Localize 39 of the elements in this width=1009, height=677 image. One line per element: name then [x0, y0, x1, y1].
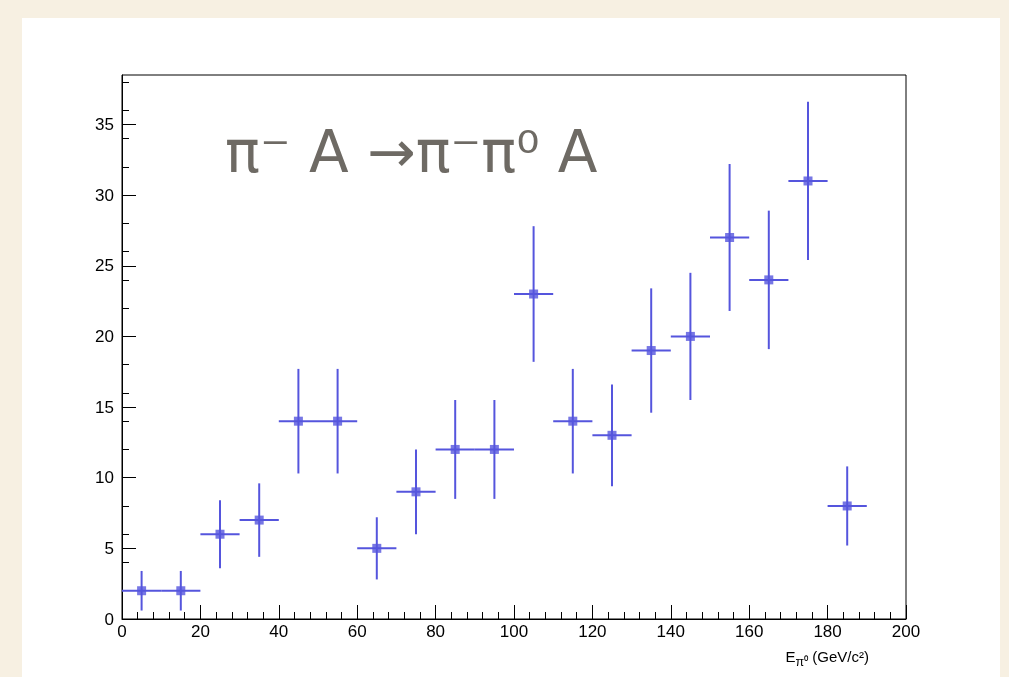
point	[764, 275, 774, 285]
x-tick-label: 40	[269, 622, 289, 641]
point	[646, 346, 656, 356]
text: π⁻ A →π⁻π⁰ A	[225, 118, 598, 186]
y-tick-label: 35	[95, 114, 114, 134]
x-tick-label: 160	[735, 622, 764, 641]
x-tick-label: 180	[813, 622, 842, 641]
y-tick-label: 5	[104, 538, 114, 558]
y-tick-label: 25	[95, 256, 114, 276]
point	[450, 444, 460, 454]
point	[803, 176, 813, 186]
point	[372, 543, 382, 553]
x-tick-label: 20	[190, 622, 210, 641]
point	[529, 289, 539, 299]
point	[333, 416, 343, 426]
point	[842, 501, 852, 511]
point	[411, 487, 421, 497]
y-tick-label: 15	[95, 397, 114, 417]
x-tick-label: 0	[117, 622, 127, 641]
point	[293, 416, 303, 426]
point	[176, 586, 186, 596]
x-tick-label: 80	[426, 622, 446, 641]
y-tick-label: 30	[95, 185, 114, 205]
x-tick-label: 200	[891, 622, 921, 641]
point	[489, 444, 499, 454]
x-tick-label: 120	[578, 622, 607, 641]
point	[607, 430, 617, 440]
point	[254, 515, 264, 525]
point	[215, 529, 225, 539]
x-tick-label: 140	[656, 622, 685, 641]
x-axis-title: E$_{π⁰}$ (GeV/c²)	[785, 648, 869, 671]
y-tick-label: 20	[95, 326, 114, 346]
point	[137, 586, 147, 596]
point	[725, 232, 735, 242]
point	[685, 331, 695, 341]
x-tick-label: 100	[499, 622, 529, 641]
point	[568, 416, 578, 426]
x-tick-label: 60	[347, 622, 367, 641]
y-tick-label: 10	[95, 468, 114, 488]
